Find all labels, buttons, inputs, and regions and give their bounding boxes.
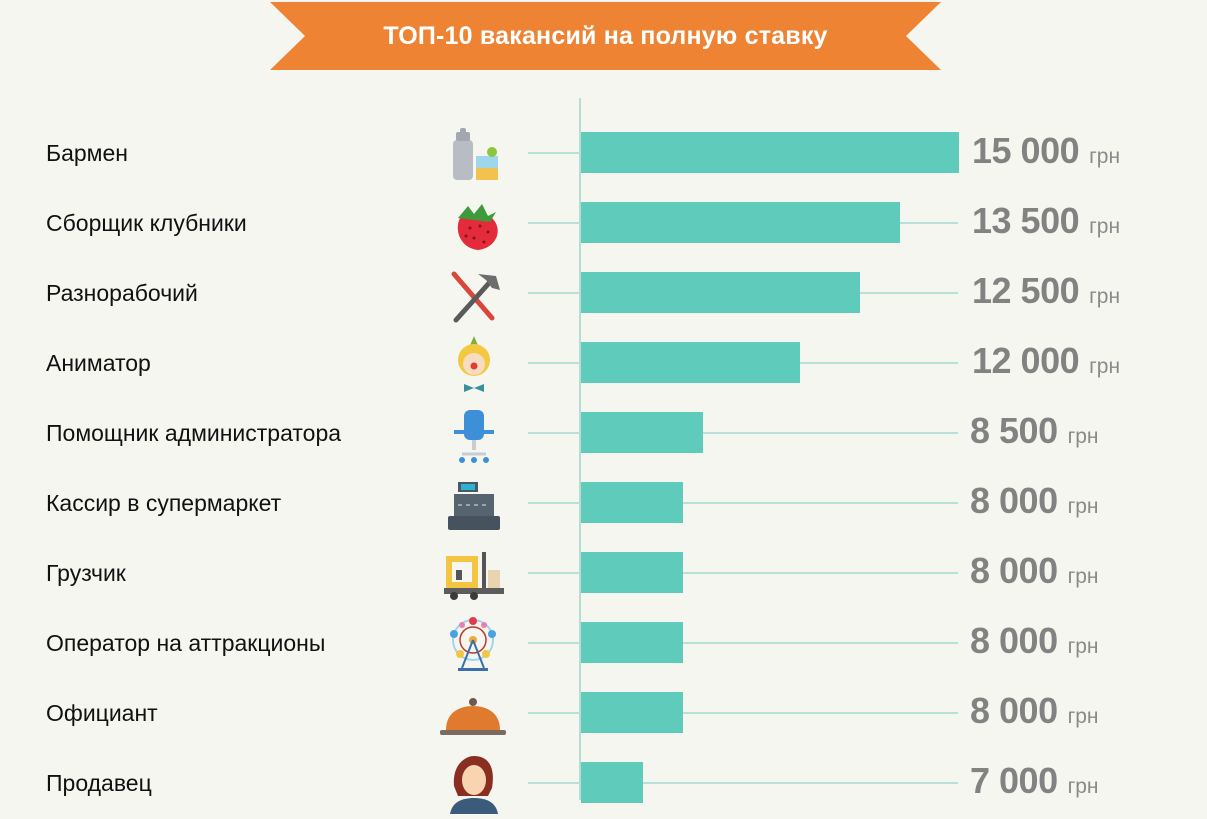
chart-row: Официант 8 000 грн: [0, 678, 1207, 748]
guide-line: [528, 502, 958, 504]
bar: [581, 762, 643, 803]
chart-row: Помощник администратора 8 500 грн: [0, 398, 1207, 468]
ferris-wheel-icon: [440, 616, 506, 674]
bar: [581, 342, 800, 383]
job-label: Разнорабочий: [46, 280, 198, 306]
value-label: 13 500 грн: [972, 200, 1121, 241]
value-label: 8 000 грн: [970, 620, 1099, 661]
bar: [581, 272, 860, 313]
value-label: 15 000 грн: [972, 130, 1121, 171]
guide-line: [528, 642, 958, 644]
value-label: 8 500 грн: [970, 410, 1099, 451]
cocktail-shaker-icon: [440, 126, 506, 184]
job-label: Грузчик: [46, 560, 126, 586]
office-chair-icon: [440, 406, 506, 464]
chart-row: Разнорабочий 12 500 грн: [0, 258, 1207, 328]
job-label: Кассир в супермаркет: [46, 490, 282, 516]
chart-row: Оператор на аттракционы 8 000 грн: [0, 608, 1207, 678]
job-label: Сборщик клубники: [46, 210, 247, 236]
chart-row: Аниматор 12 000 грн: [0, 328, 1207, 398]
strawberry-icon: [440, 196, 506, 254]
serving-cloche-icon: [440, 686, 506, 744]
job-label: Оператор на аттракционы: [46, 630, 326, 656]
guide-line: [528, 432, 958, 434]
bar: [581, 552, 683, 593]
saleswoman-icon: [440, 756, 506, 814]
chart-row: Кассир в супермаркет 8 000 грн: [0, 468, 1207, 538]
job-label: Помощник администратора: [46, 420, 342, 446]
chart-row: Сборщик клубники 13 500 грн: [0, 188, 1207, 258]
job-label: Официант: [46, 700, 158, 726]
bar: [581, 202, 900, 243]
bar: [581, 692, 683, 733]
value-label: 8 000 грн: [970, 690, 1099, 731]
bar: [581, 482, 683, 523]
job-label: Аниматор: [46, 350, 151, 376]
job-label: Продавец: [46, 770, 152, 796]
chart-row: Грузчик 8 000 грн: [0, 538, 1207, 608]
guide-line: [528, 782, 958, 784]
guide-line: [528, 712, 958, 714]
value-label: 7 000 грн: [970, 760, 1099, 801]
value-label: 8 000 грн: [970, 550, 1099, 591]
bar: [581, 622, 683, 663]
ribbon-shape: [270, 2, 941, 70]
hammer-wrench-icon: [440, 266, 506, 324]
bar: [581, 412, 703, 453]
cash-register-icon: [440, 476, 506, 534]
value-label: 8 000 грн: [970, 480, 1099, 521]
chart-title: ТОП-10 вакансий на полную ставку: [383, 22, 828, 50]
chart-row: Бармен 15 000 грн: [0, 118, 1207, 188]
bar: [581, 132, 959, 173]
chart-row: Продавец 7 000 грн: [0, 748, 1207, 818]
job-label: Бармен: [46, 140, 128, 166]
clown-icon: [440, 336, 506, 394]
value-label: 12 000 грн: [972, 340, 1121, 381]
title-banner: ТОП-10 вакансий на полную ставку: [270, 2, 941, 70]
y-axis-line: [579, 98, 581, 800]
value-label: 12 500 грн: [972, 270, 1121, 311]
guide-line: [528, 572, 958, 574]
forklift-icon: [440, 546, 506, 604]
